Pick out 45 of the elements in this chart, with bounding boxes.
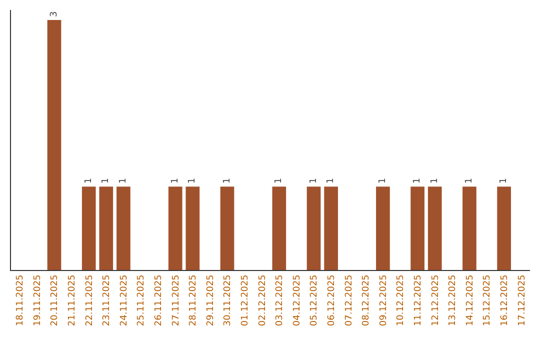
data-label: 1 bbox=[222, 178, 232, 184]
x-tick-label: 01.12.2025 bbox=[240, 274, 250, 326]
x-tick-label: 15.12.2025 bbox=[482, 274, 493, 326]
data-label: 1 bbox=[464, 178, 474, 184]
x-tick-label: 21.11.2025 bbox=[67, 274, 78, 326]
x-tick-label: 14.12.2025 bbox=[465, 274, 476, 326]
data-label: 1 bbox=[430, 178, 440, 184]
data-label: 1 bbox=[499, 178, 510, 184]
x-tick-label: 28.11.2025 bbox=[188, 274, 199, 326]
x-tick-label: 07.12.2025 bbox=[344, 274, 354, 326]
x-tick-label: 16.12.2025 bbox=[500, 274, 510, 326]
x-tick-label: 17.12.2025 bbox=[517, 274, 528, 326]
x-tick-label: 27.11.2025 bbox=[171, 274, 182, 326]
x-tick-label: 06.12.2025 bbox=[326, 274, 337, 326]
x-tick-label: 24.11.2025 bbox=[119, 274, 130, 326]
x-tick-label: 08.12.2025 bbox=[362, 274, 372, 326]
x-tick-label: 22.11.2025 bbox=[84, 274, 95, 326]
x-tick-label: 30.11.2025 bbox=[223, 274, 234, 326]
x-tick-label: 25.11.2025 bbox=[136, 274, 147, 326]
x-tick-label: 19.11.2025 bbox=[32, 274, 43, 326]
x-tick-label: 05.12.2025 bbox=[310, 274, 320, 326]
x-tick-label: 29.11.2025 bbox=[206, 274, 216, 326]
x-tick-label: 03.12.2025 bbox=[275, 274, 286, 326]
x-tick-label: 13.12.2025 bbox=[448, 274, 458, 326]
x-tick-label: 18.11.2025 bbox=[16, 274, 26, 326]
data-label: 1 bbox=[378, 178, 388, 184]
x-tick-label: 20.11.2025 bbox=[50, 274, 60, 326]
data-label: 1 bbox=[188, 178, 198, 184]
data-label: 1 bbox=[308, 178, 319, 184]
data-label: 1 bbox=[326, 178, 336, 184]
data-label: 1 bbox=[274, 178, 284, 184]
data-label: 1 bbox=[412, 178, 423, 184]
data-label: 3 bbox=[49, 11, 60, 17]
x-tick-label: 11.12.2025 bbox=[413, 274, 424, 326]
x-tick-label: 09.12.2025 bbox=[378, 274, 389, 326]
x-tick-label: 12.12.2025 bbox=[430, 274, 441, 326]
data-label: 1 bbox=[84, 178, 94, 184]
data-label: 1 bbox=[101, 178, 112, 184]
x-tick-label: 10.12.2025 bbox=[396, 274, 406, 326]
x-tick-label: 02.12.2025 bbox=[258, 274, 268, 326]
x-tick-label: 23.11.2025 bbox=[102, 274, 112, 326]
x-tick-label: 26.11.2025 bbox=[154, 274, 164, 326]
data-label: 1 bbox=[118, 178, 128, 184]
data-label: 1 bbox=[170, 178, 180, 184]
x-tick-label: 04.12.2025 bbox=[292, 274, 302, 326]
